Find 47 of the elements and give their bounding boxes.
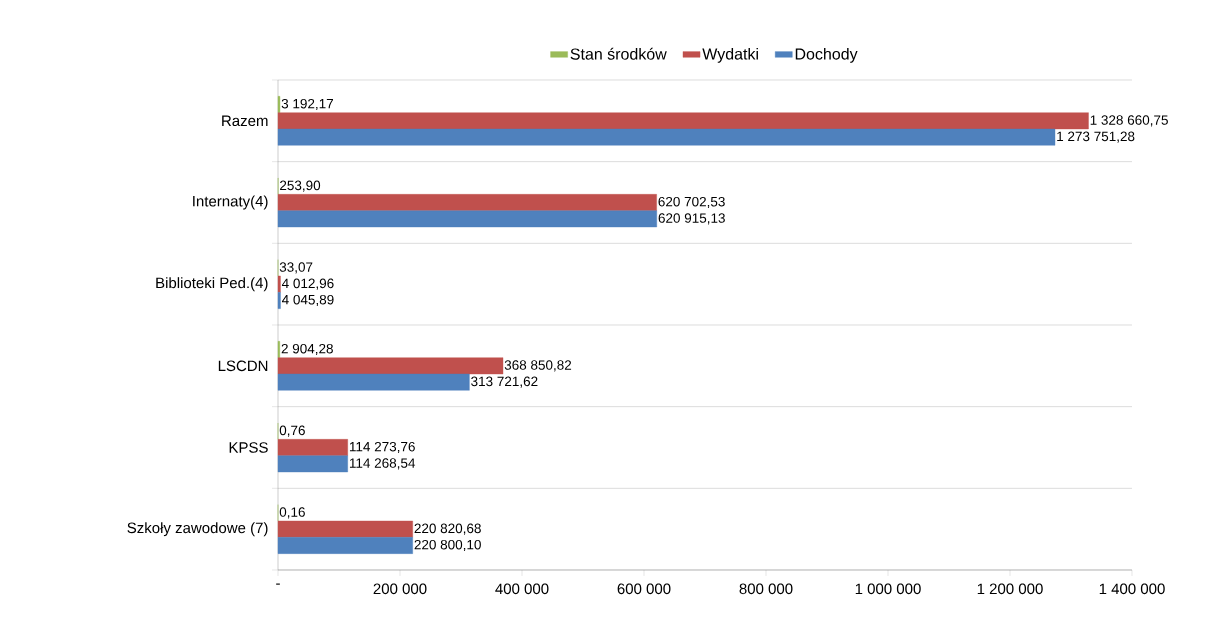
bar — [277, 373, 470, 391]
bar — [277, 537, 413, 554]
bar — [277, 128, 1056, 146]
legend-label: Wydatki — [702, 47, 758, 63]
bar — [277, 520, 413, 538]
data-label: 620 915,13 — [658, 213, 725, 225]
data-label: 1 273 751,28 — [1057, 131, 1135, 143]
data-label: 0,76 — [279, 425, 305, 437]
bar — [277, 194, 657, 211]
data-label: 313 721,62 — [471, 376, 538, 388]
y-tick-label: Razem — [222, 115, 268, 127]
x-tick-label: 400 000 — [495, 583, 549, 595]
data-label: 0,16 — [279, 507, 305, 519]
y-tick-label: KPSS — [229, 442, 268, 453]
x-tick-label: 1 000 000 — [855, 583, 921, 595]
data-label: 4 012,96 — [281, 278, 334, 290]
data-label: 2 904,28 — [281, 343, 333, 356]
data-label: 33,07 — [279, 262, 313, 274]
y-tick-label: LSCDN — [218, 360, 268, 372]
x-tick-label: 600 000 — [617, 583, 671, 595]
data-label: 620 702,53 — [658, 196, 725, 209]
x-tick-label: 200 000 — [373, 583, 427, 595]
x-tick-label: 1 400 000 — [1099, 583, 1165, 595]
data-label: 253,90 — [280, 180, 321, 192]
x-tick-label: 800 000 — [739, 583, 793, 595]
bar — [277, 275, 281, 293]
data-label: 114 268,54 — [349, 458, 416, 470]
y-tick-label: Biblioteki Ped.(4) — [156, 277, 268, 292]
legend-label: Stan środków — [570, 47, 667, 60]
data-label: 3 192,17 — [281, 98, 334, 111]
data-label: 1 328 660,75 — [1090, 115, 1168, 127]
y-tick-label: Internaty(4) — [193, 195, 268, 210]
x-tick-label: 1 200 000 — [977, 583, 1043, 595]
data-label: 368 850,82 — [504, 360, 572, 372]
x-tick-label: - — [276, 583, 280, 585]
data-label: 220 820,68 — [414, 523, 481, 535]
bar — [277, 357, 504, 375]
bar — [277, 455, 348, 473]
bar — [277, 439, 348, 456]
bar — [277, 292, 281, 309]
y-tick-label: Szkoły zawodowe (7) — [127, 522, 268, 537]
bar — [277, 112, 1089, 130]
data-label: 114 273,76 — [349, 441, 415, 454]
data-label: 220 800,10 — [414, 539, 481, 552]
data-label: 4 045,89 — [281, 294, 334, 307]
legend-label: Dochody — [795, 47, 858, 63]
bar — [277, 210, 657, 228]
